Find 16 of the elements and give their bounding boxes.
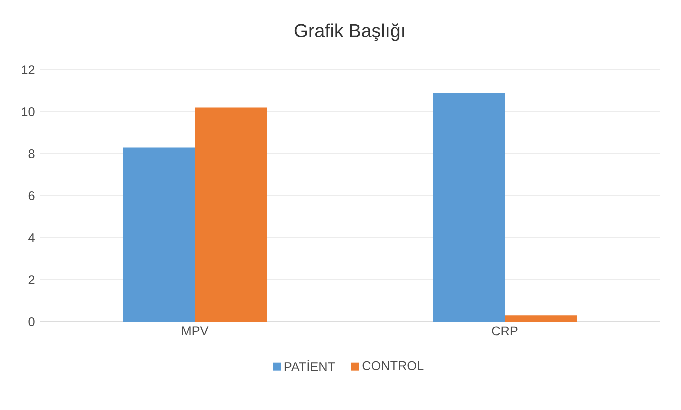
y-tick-label: 10 <box>22 108 35 116</box>
y-tick-label: 12 <box>22 66 35 74</box>
x-tick-label: MPV <box>182 326 209 336</box>
y-tick-label: 8 <box>28 150 35 158</box>
legend-label: PATİENT <box>284 360 336 372</box>
bar <box>195 108 268 322</box>
y-tick-label: 4 <box>28 234 35 242</box>
bar <box>505 316 577 322</box>
x-tick-label: CRP <box>492 326 518 336</box>
y-tick-label: 0 <box>28 318 35 326</box>
bar <box>433 93 505 322</box>
legend-label: CONTROL <box>362 361 424 370</box>
y-tick-label: 2 <box>28 276 35 284</box>
chart-title: Grafik Başlığı <box>294 24 404 42</box>
y-tick-label: 6 <box>28 192 35 200</box>
bar <box>123 148 196 322</box>
